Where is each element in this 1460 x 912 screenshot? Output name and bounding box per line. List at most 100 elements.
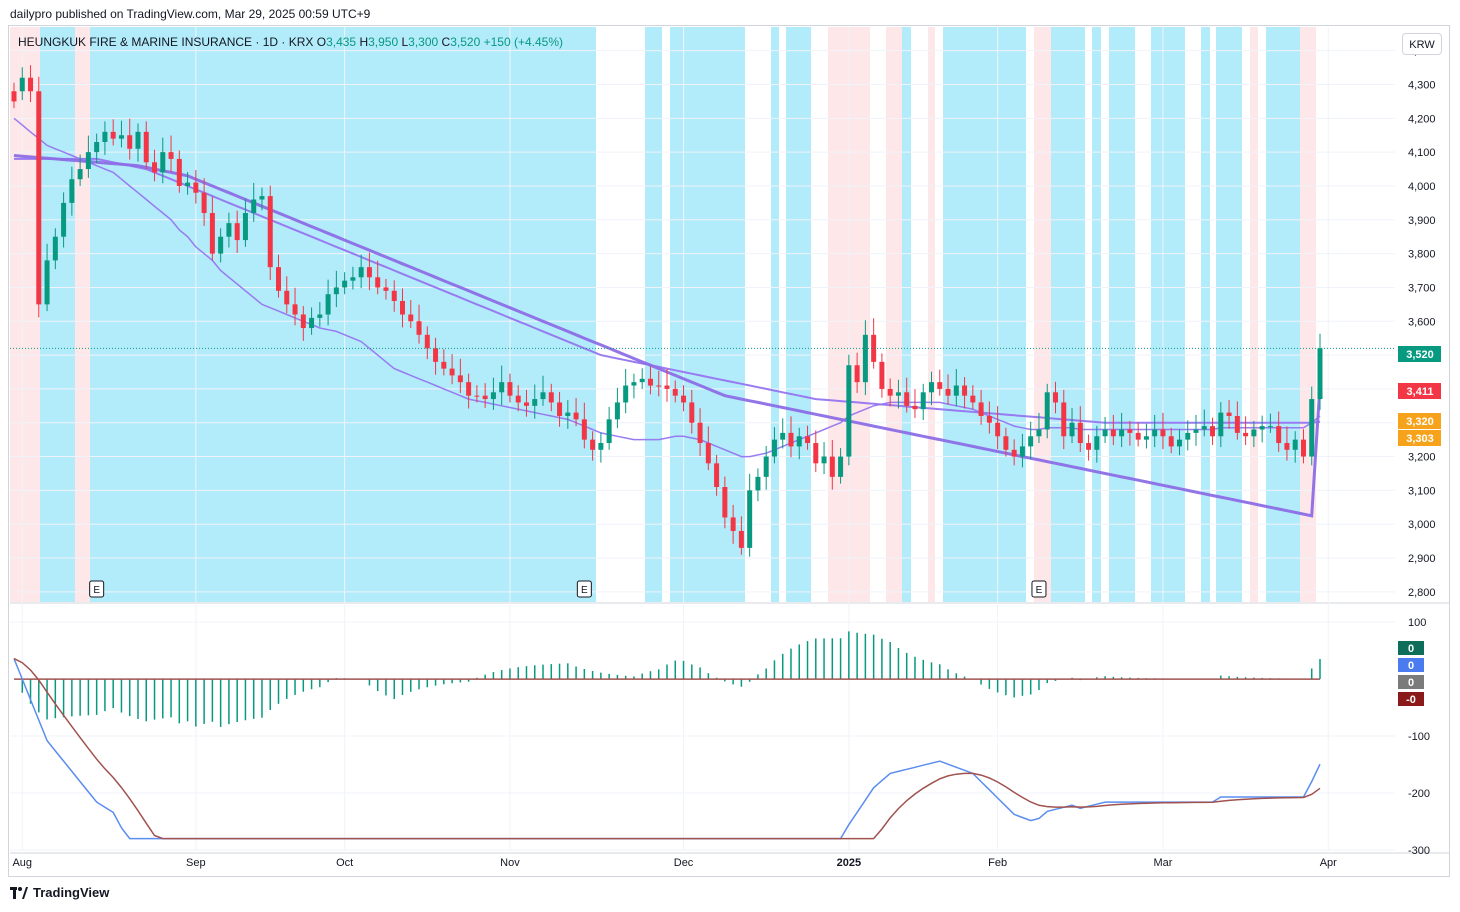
candle-body bbox=[383, 287, 389, 291]
regime-band bbox=[902, 27, 911, 602]
symbol-legend[interactable]: HEUNGKUK FIRE & MARINE INSURANCE · 1D · … bbox=[18, 35, 563, 49]
price-scale-label-bg bbox=[1398, 430, 1441, 446]
signal-line bbox=[13, 657, 1321, 840]
candle-body bbox=[995, 422, 1001, 437]
candle bbox=[838, 448, 844, 484]
candle bbox=[1201, 409, 1207, 437]
candle bbox=[317, 301, 323, 327]
candle bbox=[1003, 427, 1009, 457]
candle-body bbox=[540, 392, 546, 400]
osc-scale-label-bg bbox=[1398, 641, 1424, 655]
candle-body bbox=[358, 267, 364, 278]
candle bbox=[69, 166, 75, 216]
candle-body bbox=[664, 385, 670, 389]
candle-body bbox=[185, 182, 191, 186]
regime-band bbox=[1266, 27, 1300, 602]
time-tick-label: Apr bbox=[1320, 857, 1337, 869]
price-tick-label: 3,700 bbox=[1408, 282, 1436, 294]
change-value: +150 (+4.45%) bbox=[483, 35, 563, 49]
candle-body bbox=[862, 334, 868, 383]
candle-body bbox=[953, 385, 959, 396]
candle-body bbox=[284, 290, 290, 305]
candle bbox=[1251, 421, 1257, 448]
candle bbox=[1243, 416, 1249, 446]
candle-body bbox=[1052, 392, 1058, 403]
candle bbox=[1143, 423, 1149, 449]
osc-scale-label-text: 0 bbox=[1408, 660, 1414, 672]
candle bbox=[920, 383, 926, 421]
candle-body bbox=[11, 91, 17, 102]
osc-scale-label-text: -0 bbox=[1406, 694, 1416, 706]
candle bbox=[829, 439, 835, 490]
candle bbox=[85, 135, 91, 178]
candle-body bbox=[1061, 402, 1067, 437]
price-scale-label-bg bbox=[1398, 383, 1441, 399]
candle bbox=[1185, 420, 1191, 451]
candle bbox=[1284, 426, 1290, 461]
candle bbox=[267, 185, 273, 280]
price-tick-label: 2,800 bbox=[1408, 587, 1436, 599]
candle-body bbox=[1176, 439, 1182, 447]
candle bbox=[854, 352, 860, 393]
candle-body bbox=[1201, 426, 1207, 430]
candle bbox=[747, 473, 753, 557]
candle bbox=[813, 430, 819, 473]
candle bbox=[1011, 439, 1017, 466]
price-tick-label: 3,200 bbox=[1408, 452, 1436, 464]
candle-body bbox=[920, 392, 926, 410]
earnings-marker-box bbox=[89, 580, 105, 598]
candle bbox=[110, 119, 116, 146]
candle-body bbox=[201, 192, 207, 214]
candle-body bbox=[1300, 439, 1306, 457]
candle bbox=[1317, 333, 1323, 410]
candle bbox=[449, 354, 455, 385]
candle bbox=[507, 373, 513, 403]
currency-button[interactable]: KRW bbox=[1402, 33, 1442, 55]
candle bbox=[383, 278, 389, 300]
moving-average-line bbox=[13, 117, 1321, 458]
candle bbox=[1259, 415, 1265, 443]
candle bbox=[1300, 429, 1306, 464]
candle-body bbox=[1218, 412, 1224, 437]
candle bbox=[705, 426, 711, 471]
candle bbox=[1267, 413, 1273, 433]
candle bbox=[391, 280, 397, 312]
candle-body bbox=[19, 77, 25, 92]
candle-body bbox=[1243, 432, 1249, 437]
candle-body bbox=[747, 490, 753, 548]
candle-body bbox=[557, 402, 563, 416]
candle-body bbox=[639, 378, 645, 383]
regime-band bbox=[1201, 27, 1210, 602]
candle-body bbox=[1267, 426, 1273, 428]
candle-body bbox=[681, 395, 687, 403]
candle-body bbox=[672, 388, 678, 396]
price-scale-label-bg bbox=[1398, 346, 1441, 362]
candle bbox=[399, 288, 405, 328]
candle bbox=[176, 150, 182, 193]
regime-band bbox=[75, 27, 90, 602]
candle bbox=[970, 385, 976, 410]
moving-average-line bbox=[14, 157, 1321, 424]
candle bbox=[193, 170, 199, 204]
candle bbox=[1218, 402, 1224, 448]
candle bbox=[548, 383, 554, 412]
candle-body bbox=[474, 395, 480, 397]
candle-body bbox=[317, 314, 323, 318]
candle bbox=[1276, 411, 1282, 452]
regime-band bbox=[886, 27, 902, 602]
regime-band bbox=[1051, 27, 1085, 602]
candle bbox=[763, 446, 769, 490]
candle-body bbox=[986, 415, 992, 423]
candle-body bbox=[697, 422, 703, 444]
candle-body bbox=[366, 267, 372, 278]
candle bbox=[19, 67, 25, 101]
candle-body bbox=[970, 395, 976, 403]
tradingview-logo[interactable]: TradingView bbox=[10, 885, 109, 900]
candle-body bbox=[333, 287, 339, 295]
candle-body bbox=[28, 77, 34, 92]
price-tick-label: 4,200 bbox=[1408, 113, 1436, 125]
candle-body bbox=[1251, 429, 1257, 437]
candle-body bbox=[1210, 426, 1216, 437]
candle bbox=[1019, 433, 1025, 468]
